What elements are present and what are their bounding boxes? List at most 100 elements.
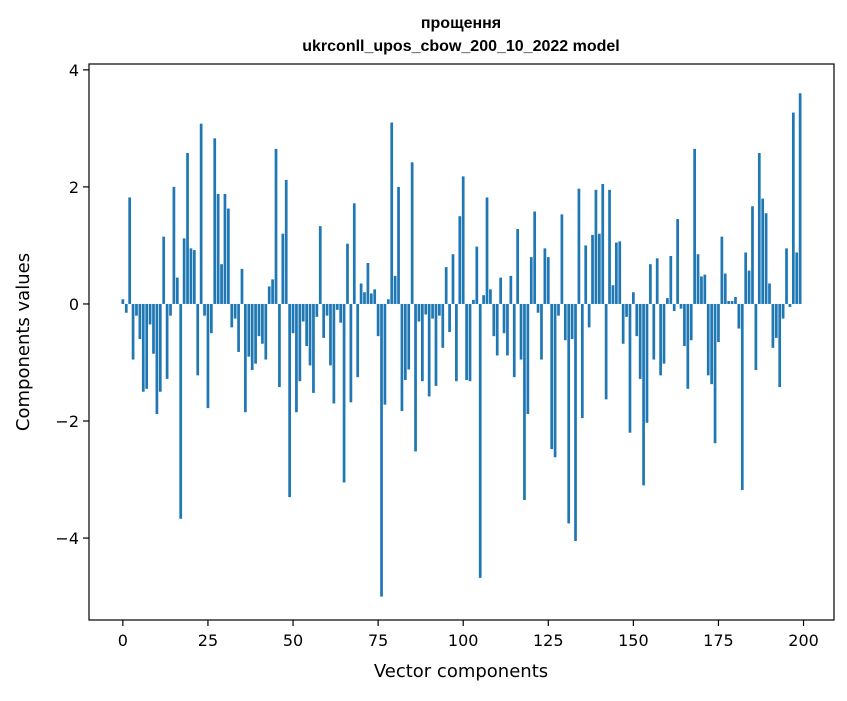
bar-1 <box>124 303 128 313</box>
y-axis-ticks: 4 2 0 −2 −4 <box>55 61 89 548</box>
bar-9 <box>152 303 155 354</box>
bar-80 <box>393 275 397 304</box>
bar-183 <box>744 252 748 304</box>
bar-78 <box>386 299 390 304</box>
bar-50 <box>291 303 295 334</box>
bar-133 <box>574 303 577 541</box>
bar-105 <box>478 303 482 578</box>
bar-128 <box>557 303 560 316</box>
bar-132 <box>570 303 574 340</box>
bar-115 <box>512 303 516 378</box>
bar-72 <box>366 262 370 304</box>
bar-0 <box>121 299 125 304</box>
bar-120 <box>529 257 533 304</box>
bar-47 <box>281 233 285 304</box>
bar-29 <box>220 264 223 304</box>
bar-67 <box>349 303 353 403</box>
x-tick-label: 50 <box>283 631 303 650</box>
bar-59 <box>322 303 326 338</box>
bar-171 <box>703 274 707 304</box>
bar-20 <box>189 248 193 304</box>
bar-189 <box>764 213 768 304</box>
bar-130 <box>563 303 567 341</box>
x-tick-label: 200 <box>788 631 819 650</box>
bar-174 <box>713 303 717 444</box>
bar-126 <box>550 303 554 450</box>
bar-110 <box>495 303 499 356</box>
bar-46 <box>278 303 281 388</box>
bar-101 <box>465 303 468 381</box>
bar-52 <box>298 303 302 382</box>
bar-28 <box>216 193 220 304</box>
bar-151 <box>635 303 639 337</box>
bar-77 <box>383 303 387 405</box>
bar-74 <box>373 289 377 304</box>
bar-153 <box>642 303 645 486</box>
bar-85 <box>410 162 414 304</box>
bar-185 <box>751 206 754 304</box>
bar-163 <box>676 219 679 304</box>
bar-196 <box>788 303 792 307</box>
y-tick-label: −4 <box>55 529 79 548</box>
bar-19 <box>186 152 189 304</box>
x-tick-label: 125 <box>533 631 564 650</box>
bar-83 <box>403 303 407 381</box>
bar-68 <box>352 203 356 304</box>
bar-17 <box>179 303 183 519</box>
bar-123 <box>540 303 543 360</box>
bar-21 <box>192 250 196 304</box>
bar-27 <box>213 138 217 304</box>
bar-92 <box>434 303 438 386</box>
bar-82 <box>400 303 404 412</box>
bar-125 <box>546 257 550 304</box>
bar-159 <box>662 303 666 364</box>
bar-124 <box>543 248 547 304</box>
bar-35 <box>240 268 244 304</box>
bar-40 <box>257 303 261 337</box>
bar-37 <box>247 303 251 357</box>
bar-166 <box>686 303 690 389</box>
x-axis-label: Vector components <box>374 661 548 682</box>
bar-167 <box>689 303 693 341</box>
bar-23 <box>199 123 203 304</box>
bar-36 <box>244 303 247 413</box>
bar-13 <box>165 303 169 379</box>
bar-180 <box>734 296 737 304</box>
bars-group <box>121 93 802 597</box>
bar-199 <box>798 93 802 304</box>
bar-98 <box>455 303 458 382</box>
bar-193 <box>778 303 782 388</box>
bar-111 <box>499 277 502 304</box>
bar-103 <box>472 299 475 304</box>
bar-79 <box>390 122 394 304</box>
bar-3 <box>131 303 135 360</box>
bar-134 <box>577 188 581 304</box>
bar-190 <box>768 283 771 304</box>
x-axis-ticks: 0 25 50 75 100 125 150 175 200 <box>118 620 819 650</box>
bar-117 <box>519 303 523 360</box>
bar-60 <box>325 303 329 316</box>
bar-122 <box>536 303 540 313</box>
bar-87 <box>417 303 421 322</box>
bar-15 <box>172 186 176 304</box>
bar-24 <box>203 303 206 316</box>
bar-187 <box>757 152 761 304</box>
bar-39 <box>254 303 257 364</box>
bar-89 <box>424 303 428 315</box>
bar-4 <box>135 303 138 316</box>
bar-119 <box>526 303 530 414</box>
bar-195 <box>785 248 788 304</box>
bar-148 <box>625 303 628 317</box>
bar-161 <box>669 255 673 304</box>
bar-7 <box>145 303 149 389</box>
bar-64 <box>339 303 343 323</box>
bar-44 <box>271 279 274 304</box>
bar-76 <box>380 303 383 597</box>
bar-31 <box>227 208 230 304</box>
bar-121 <box>533 211 537 304</box>
bar-25 <box>206 303 210 409</box>
bar-70 <box>359 283 363 304</box>
bar-169 <box>696 254 700 304</box>
bar-66 <box>346 243 349 304</box>
